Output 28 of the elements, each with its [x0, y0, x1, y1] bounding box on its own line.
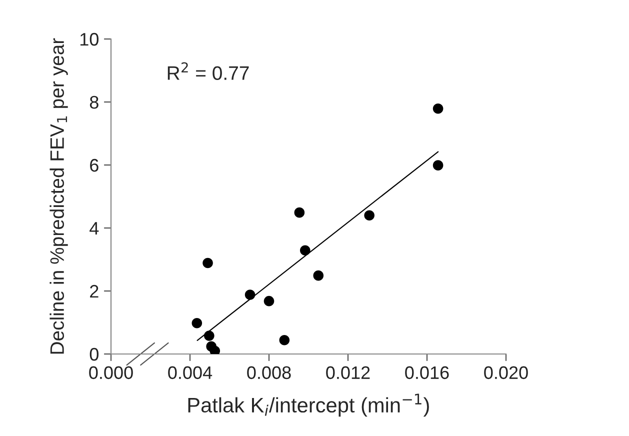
- annotation: R$^{2}$ = 0.77: [168, 62, 249, 80]
- point: [264, 296, 274, 306]
- point: [300, 245, 310, 256]
- point: [313, 270, 324, 281]
- point: [364, 210, 374, 221]
- x-tick-label: 0.020: [484, 366, 528, 380]
- y-axis-title: Decline in %predicted FEV$_{1}$ per year: [50, 38, 68, 354]
- x-axis-title: Patlak K$_{i}$/intercept (min$^{−1}$): [188, 394, 429, 417]
- y-tick-label: 0: [90, 348, 98, 361]
- point: [279, 334, 290, 346]
- y-tick-label: 2: [90, 284, 98, 298]
- x-tick-label: 0.016: [405, 366, 449, 380]
- point: [294, 207, 305, 218]
- point: [244, 290, 256, 300]
- point: [204, 330, 214, 341]
- y-tick-label: 8: [90, 96, 98, 109]
- x-tick-label: 0.012: [326, 366, 370, 380]
- y-tick-label: 10: [80, 32, 98, 46]
- y-tick-label: 6: [90, 158, 98, 172]
- x-tick-label: 0.004: [168, 366, 212, 380]
- x-tick-label: 0.008: [247, 366, 291, 380]
- x-tick-label: 0.000: [89, 366, 133, 380]
- y-tick-label: 4: [90, 222, 99, 235]
- point: [432, 160, 444, 170]
- point: [432, 103, 444, 114]
- point: [192, 318, 202, 328]
- point: [210, 346, 220, 354]
- point: [202, 258, 213, 268]
